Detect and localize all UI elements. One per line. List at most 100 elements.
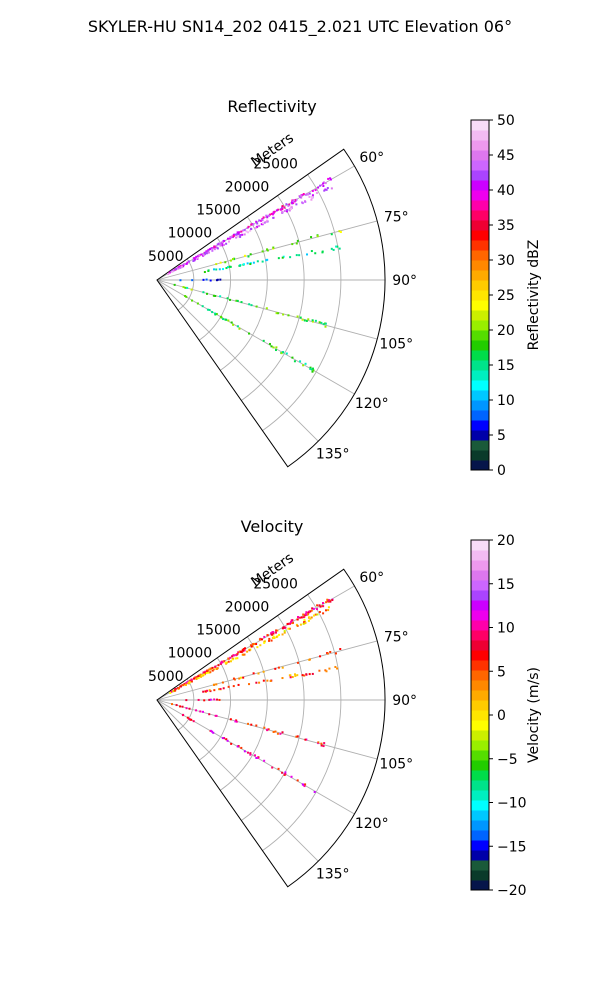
data-point: [224, 318, 227, 321]
colorbar-segment: [471, 760, 489, 771]
data-point: [269, 679, 272, 682]
colorbar-segment: [471, 780, 489, 791]
data-point: [322, 323, 325, 326]
data-point: [221, 661, 224, 664]
data-point: [186, 261, 189, 264]
data-point: [327, 599, 330, 602]
data-point: [209, 248, 212, 251]
data-point: [202, 254, 205, 257]
data-point: [339, 231, 342, 234]
data-point: [217, 664, 220, 667]
data-point: [299, 360, 302, 363]
data-point: [227, 660, 230, 663]
data-point: [336, 667, 339, 670]
data-point: [291, 676, 294, 679]
colorbar-segment: [471, 600, 489, 611]
data-point: [287, 204, 290, 207]
colorbar-segment: [471, 190, 489, 201]
data-point: [236, 653, 239, 656]
colorbar-tick-label: 35: [497, 218, 515, 234]
data-point: [203, 253, 206, 256]
radial-tick-label: 20000: [225, 179, 270, 195]
data-point: [311, 367, 314, 370]
data-point: [179, 279, 182, 282]
data-point: [221, 737, 224, 740]
data-point: [212, 294, 215, 297]
data-point: [296, 239, 299, 242]
data-point: [219, 315, 222, 318]
data-point: [215, 268, 218, 271]
data-point: [303, 621, 306, 624]
azimuth-tick-label: 75°: [384, 629, 409, 645]
data-point: [215, 263, 218, 266]
colorbar-segment: [471, 620, 489, 631]
data-point: [319, 184, 322, 187]
data-point: [232, 677, 235, 680]
data-point: [197, 677, 200, 680]
data-point: [265, 214, 268, 217]
data-point: [266, 634, 269, 637]
data-point: [236, 325, 239, 328]
sector-frame: [156, 148, 386, 468]
data-point: [275, 209, 278, 212]
data-point: [187, 681, 190, 684]
data-point: [229, 718, 232, 721]
data-point: [311, 320, 314, 323]
data-point: [209, 668, 212, 671]
colorbar-tick-label: 40: [497, 183, 515, 199]
data-point: [211, 669, 214, 672]
colorbar-segment: [471, 850, 489, 861]
data-point: [330, 233, 333, 236]
data-point: [256, 756, 259, 759]
data-point: [293, 200, 296, 203]
data-point: [326, 652, 329, 655]
colorbar-segment: [471, 300, 489, 311]
data-point: [182, 713, 185, 716]
azimuth-tick-label: 135°: [316, 867, 350, 883]
data-point: [261, 219, 264, 222]
radial-tick-label: 20000: [225, 599, 270, 615]
colorbar-segment: [471, 560, 489, 571]
data-point: [221, 268, 224, 271]
data-point: [274, 667, 277, 670]
data-point: [335, 245, 338, 248]
data-point: [285, 210, 288, 213]
data-point: [318, 321, 321, 324]
colorbar-segment: [471, 320, 489, 331]
data-point: [311, 196, 314, 199]
data-point: [201, 710, 204, 713]
data-point: [326, 187, 329, 190]
data-point: [286, 209, 289, 212]
data-point: [207, 249, 210, 252]
azimuth-tick-label: 75°: [384, 209, 409, 225]
data-point: [247, 722, 250, 725]
data-point: [267, 728, 270, 731]
data-point: [207, 671, 210, 674]
data-point: [272, 635, 275, 638]
data-point: [322, 605, 325, 608]
data-point: [220, 661, 223, 664]
data-point: [263, 635, 266, 638]
data-point: [270, 345, 273, 348]
data-point: [232, 323, 235, 326]
data-point: [174, 689, 177, 692]
data-point: [302, 193, 305, 196]
data-point: [177, 266, 180, 269]
data-point: [252, 672, 255, 675]
data-point: [262, 679, 265, 682]
data-point: [303, 319, 306, 322]
data-point: [221, 681, 224, 684]
data-point: [316, 613, 319, 616]
colorbar-segment: [471, 270, 489, 281]
data-point: [230, 742, 233, 745]
grid-ring: [220, 216, 268, 371]
data-point: [206, 689, 209, 692]
colorbar-segment: [471, 550, 489, 561]
data-point: [327, 609, 330, 612]
data-point: [281, 205, 284, 208]
data-point: [183, 263, 186, 266]
data-point: [320, 744, 323, 747]
data-point: [294, 674, 297, 677]
colorbar-segment: [471, 740, 489, 751]
data-point: [251, 643, 254, 646]
